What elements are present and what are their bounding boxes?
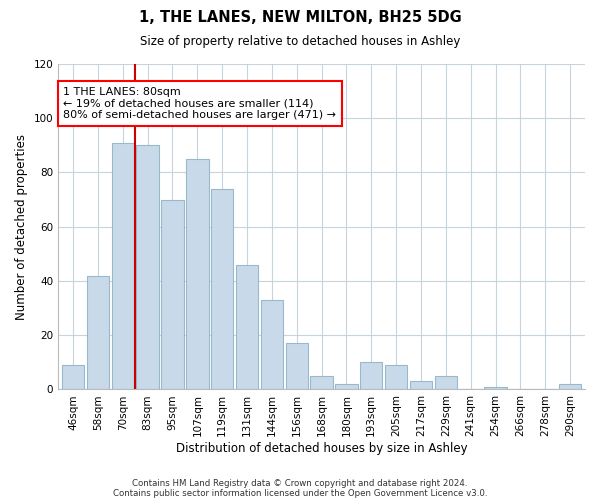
Text: Contains public sector information licensed under the Open Government Licence v3: Contains public sector information licen… <box>113 488 487 498</box>
Bar <box>62 365 84 390</box>
Bar <box>410 382 432 390</box>
Bar <box>236 264 258 390</box>
Bar <box>310 376 333 390</box>
Bar <box>260 300 283 390</box>
Bar <box>360 362 382 390</box>
Bar <box>112 142 134 390</box>
Text: 1 THE LANES: 80sqm
← 19% of detached houses are smaller (114)
80% of semi-detach: 1 THE LANES: 80sqm ← 19% of detached hou… <box>64 87 337 120</box>
Bar <box>484 386 507 390</box>
Text: Contains HM Land Registry data © Crown copyright and database right 2024.: Contains HM Land Registry data © Crown c… <box>132 478 468 488</box>
Bar <box>385 365 407 390</box>
Bar <box>211 189 233 390</box>
Bar <box>559 384 581 390</box>
Bar <box>87 276 109 390</box>
Bar <box>335 384 358 390</box>
Bar <box>186 159 209 390</box>
Bar <box>434 376 457 390</box>
Bar <box>136 146 159 390</box>
Bar <box>286 344 308 390</box>
Bar <box>161 200 184 390</box>
Y-axis label: Number of detached properties: Number of detached properties <box>15 134 28 320</box>
X-axis label: Distribution of detached houses by size in Ashley: Distribution of detached houses by size … <box>176 442 467 455</box>
Text: Size of property relative to detached houses in Ashley: Size of property relative to detached ho… <box>140 35 460 48</box>
Text: 1, THE LANES, NEW MILTON, BH25 5DG: 1, THE LANES, NEW MILTON, BH25 5DG <box>139 10 461 25</box>
